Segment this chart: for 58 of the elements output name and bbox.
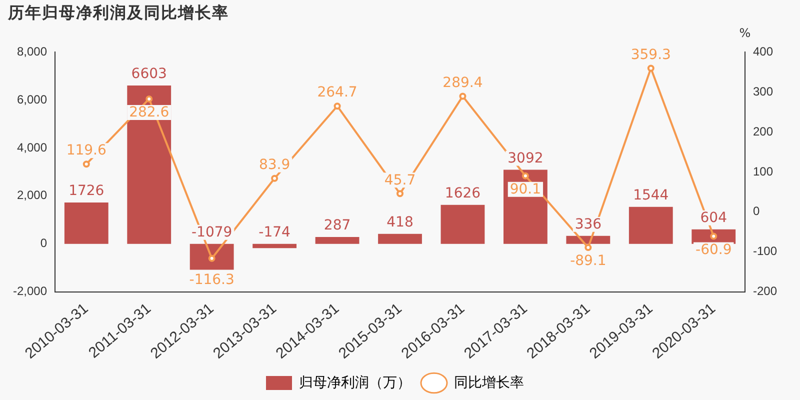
- data-label: 90.1: [510, 182, 542, 198]
- y2-tick-label: 100: [752, 164, 774, 178]
- data-label: -60.9: [696, 242, 732, 258]
- legend-label: 归母净利润（万）: [299, 374, 411, 390]
- y-tick-label: 2,000: [16, 188, 48, 202]
- point: [208, 254, 216, 262]
- bar: [628, 206, 673, 244]
- chart-title: 历年归母净利润及同比增长率: [8, 3, 229, 24]
- bar: [315, 237, 360, 244]
- bar: [252, 244, 297, 248]
- data-label: 359.3: [630, 46, 671, 63]
- y-tick-label: 0: [40, 236, 48, 250]
- data-label: -116.3: [189, 272, 234, 288]
- data-label: 604: [700, 210, 728, 226]
- y-tick-label: 6,000: [16, 92, 48, 106]
- data-label: 264.7: [317, 84, 358, 101]
- point: [146, 95, 153, 102]
- y2-tick-label: 300: [752, 84, 774, 98]
- point: [459, 92, 466, 100]
- y2-tick-label: 400: [752, 44, 774, 58]
- point: [396, 190, 404, 198]
- legend-label: 同比增长率: [454, 374, 524, 390]
- point: [522, 172, 529, 180]
- data-label: 3092: [508, 150, 544, 166]
- data-label: 1626: [444, 186, 481, 202]
- data-label: -89.1: [570, 253, 606, 270]
- bar: [190, 244, 234, 270]
- data-label: 119.6: [66, 142, 107, 159]
- data-label: 1726: [68, 183, 104, 200]
- point: [584, 244, 592, 252]
- data-label: -174: [258, 224, 291, 241]
- y2-axis-title: %: [739, 26, 751, 40]
- data-label: 282.6: [129, 104, 170, 121]
- data-label: 6603: [131, 66, 167, 82]
- point: [647, 64, 654, 72]
- bar: [440, 204, 485, 244]
- data-label: 336: [574, 216, 602, 232]
- bar: [127, 86, 172, 244]
- point: [334, 102, 341, 110]
- data-label: 45.7: [384, 172, 416, 188]
- bar: [64, 202, 108, 244]
- y2-tick-label: 200: [752, 124, 774, 138]
- y-tick-label: 4,000: [16, 140, 48, 154]
- data-label: 83.9: [258, 157, 290, 174]
- data-label: 418: [386, 214, 414, 231]
- y2-tick-label: -200: [752, 284, 778, 298]
- data-label: 1544: [633, 188, 669, 204]
- point: [82, 160, 90, 168]
- data-label: 289.4: [442, 74, 483, 91]
- y-tick-label: 8,000: [16, 44, 48, 58]
- y2-tick-label: -100: [752, 244, 778, 258]
- bar: [378, 234, 422, 244]
- data-label: 287: [324, 218, 351, 234]
- point: [710, 232, 718, 240]
- data-label: -1079: [191, 224, 232, 241]
- point: [271, 174, 278, 182]
- y2-tick-label: 0: [752, 204, 760, 218]
- y-tick-label: -2,000: [12, 284, 48, 298]
